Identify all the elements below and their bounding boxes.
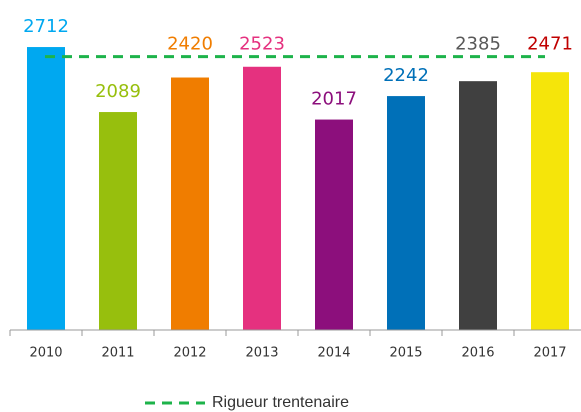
- bar: [27, 47, 65, 330]
- data-label: 2017: [311, 89, 357, 110]
- x-tick-label: 2012: [173, 346, 206, 361]
- data-label: 2089: [95, 81, 141, 102]
- x-tick-label: 2014: [317, 346, 350, 361]
- x-tick-label: 2010: [29, 346, 62, 361]
- bar: [459, 81, 497, 330]
- x-tick-label: 2011: [101, 346, 134, 361]
- bar: [315, 119, 353, 331]
- bar: [171, 77, 209, 330]
- data-label: 2712: [23, 16, 69, 37]
- bar: [243, 66, 281, 330]
- bar: [531, 72, 569, 331]
- data-label: 2385: [455, 34, 501, 55]
- bar: [99, 112, 137, 330]
- bar: [387, 96, 425, 331]
- data-label: 2471: [527, 34, 573, 55]
- data-label: 2523: [239, 34, 285, 55]
- data-label: 2242: [383, 65, 429, 86]
- x-tick-label: 2013: [245, 346, 278, 361]
- x-tick-label: 2016: [461, 346, 494, 361]
- x-tick-label: 2015: [389, 346, 422, 361]
- legend-label: Rigueur trentenaire: [212, 394, 349, 411]
- x-tick-label: 2017: [533, 346, 566, 361]
- data-label: 2420: [167, 34, 213, 55]
